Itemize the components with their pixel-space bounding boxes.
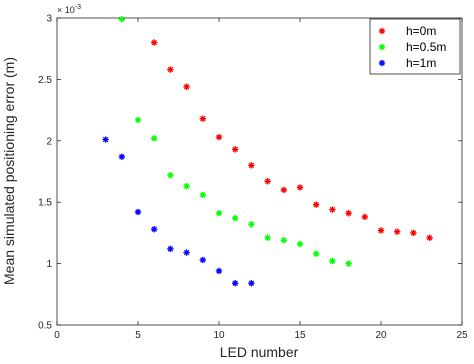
x-tick-label: 5 bbox=[135, 330, 141, 341]
data-point bbox=[248, 280, 255, 287]
data-point bbox=[199, 256, 206, 264]
data-point bbox=[280, 186, 287, 194]
data-point bbox=[264, 234, 271, 242]
x-axis-label: LED number bbox=[220, 344, 299, 360]
data-point bbox=[118, 153, 125, 160]
legend-marker bbox=[378, 43, 386, 51]
data-point bbox=[361, 213, 368, 221]
data-point bbox=[248, 221, 255, 228]
data-point bbox=[232, 280, 239, 287]
data-point bbox=[134, 116, 142, 124]
x-tick-label: 25 bbox=[456, 330, 468, 341]
data-point bbox=[183, 83, 190, 90]
data-point bbox=[394, 228, 401, 235]
data-point bbox=[248, 162, 255, 169]
legend-label: h=0.5m bbox=[406, 40, 446, 54]
data-point bbox=[410, 229, 417, 237]
data-point bbox=[377, 227, 385, 234]
data-point bbox=[199, 115, 206, 122]
y-tick-label: 1 bbox=[46, 259, 52, 270]
series-h-0-5m bbox=[118, 16, 352, 267]
series-h-1m bbox=[102, 136, 255, 287]
data-point bbox=[118, 16, 125, 23]
legend: h=0m h=0.5m h=1m bbox=[369, 18, 461, 75]
y-axis-label: Mean simulated positioning error (m) bbox=[1, 57, 17, 285]
data-point bbox=[215, 267, 223, 275]
data-point bbox=[329, 257, 336, 265]
data-points bbox=[102, 16, 433, 287]
data-point bbox=[167, 245, 174, 253]
x-tick-label: 0 bbox=[54, 330, 60, 341]
y-tick-label: 2 bbox=[46, 136, 52, 147]
data-point bbox=[232, 146, 239, 153]
y-exponent-label: × 10-3 bbox=[57, 4, 81, 15]
data-point bbox=[296, 184, 304, 191]
data-point bbox=[183, 249, 190, 256]
data-point bbox=[264, 178, 271, 185]
data-point bbox=[199, 191, 206, 199]
data-point bbox=[151, 135, 158, 142]
data-point bbox=[215, 210, 223, 217]
y-tick-label: 2.5 bbox=[38, 75, 52, 86]
legend-label: h=1m bbox=[406, 56, 436, 70]
data-point bbox=[313, 250, 320, 257]
legend-marker bbox=[378, 27, 386, 35]
data-point bbox=[102, 136, 109, 143]
legend-label: h=0m bbox=[406, 24, 436, 38]
x-tick-labels: 0 5 10 15 20 25 bbox=[54, 330, 468, 341]
data-point bbox=[232, 214, 239, 222]
data-point bbox=[313, 201, 320, 208]
x-tick-label: 15 bbox=[294, 330, 306, 341]
data-point bbox=[167, 66, 174, 73]
series-h-0m bbox=[151, 39, 433, 242]
data-point bbox=[345, 210, 352, 217]
data-point bbox=[296, 240, 304, 248]
y-tick-label: 3 bbox=[46, 14, 52, 25]
data-point bbox=[151, 226, 158, 233]
data-point bbox=[329, 206, 336, 213]
x-tick-label: 20 bbox=[375, 330, 387, 341]
data-point bbox=[167, 171, 174, 179]
data-point bbox=[280, 237, 287, 244]
data-point bbox=[215, 133, 223, 141]
data-point bbox=[426, 234, 433, 242]
data-point bbox=[345, 260, 352, 267]
y-tick-label: 0.5 bbox=[38, 321, 52, 332]
data-point bbox=[134, 208, 142, 216]
data-point bbox=[183, 183, 190, 190]
y-tick-labels: 0.5 1 1.5 2 2.5 3 bbox=[38, 14, 52, 332]
data-point bbox=[151, 39, 158, 46]
y-tick-label: 1.5 bbox=[38, 198, 52, 209]
legend-marker bbox=[378, 59, 386, 67]
x-tick-label: 10 bbox=[213, 330, 225, 341]
